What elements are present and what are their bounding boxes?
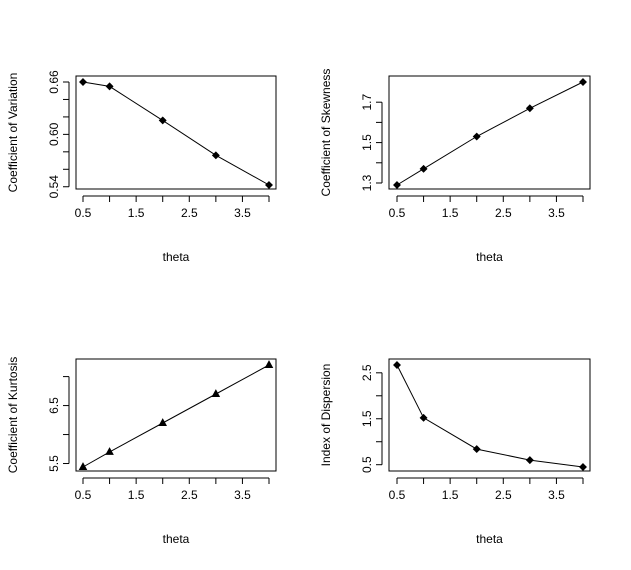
data-point	[211, 151, 220, 160]
x-tick-label: 0.5	[389, 488, 406, 502]
x-tick-label: 0.5	[75, 488, 92, 502]
data-point	[211, 389, 221, 397]
data-point	[579, 78, 587, 86]
plot-frame	[388, 358, 591, 472]
plot-frame	[75, 358, 277, 472]
y-axis-label: Coefficient of Skewness	[319, 69, 333, 197]
x-tick-label: 3.5	[234, 206, 251, 220]
y-tick-label: 0.66	[47, 70, 61, 94]
data-point	[264, 360, 274, 369]
x-tick-label: 2.5	[495, 206, 512, 220]
data-point	[105, 447, 114, 455]
y-tick-label: 0.54	[47, 175, 61, 199]
y-tick-label: 1.5	[360, 410, 374, 427]
plot-frame	[75, 75, 277, 190]
x-tick-label: 0.5	[75, 206, 92, 220]
y-tick-label: 5.5	[47, 455, 61, 472]
x-tick-label: 3.5	[548, 206, 565, 220]
x-tick-label: 0.5	[389, 206, 406, 220]
x-axis-label: theta	[163, 250, 190, 264]
x-tick-label: 2.5	[181, 488, 198, 502]
x-tick-label: 1.5	[442, 488, 459, 502]
data-point	[393, 181, 401, 189]
x-tick-label: 1.5	[128, 488, 145, 502]
chart-panel-4: 0.5 1.5 2.5 3.5 0.5 1.5 2.5 theta Index of Dispe…	[319, 358, 591, 546]
data-point	[525, 104, 534, 113]
y-axis-label: Index of Dispersion	[319, 364, 333, 467]
data-point	[158, 418, 167, 426]
series-line	[82, 81, 270, 186]
x-axis-label: theta	[476, 250, 503, 264]
data-point	[158, 116, 167, 125]
x-tick-label: 2.5	[181, 206, 198, 220]
chart-panel-2: 0.5 1.5 2.5 3.5 1.3 1.5 1.7 theta Coefficient of…	[319, 69, 591, 264]
data-point	[419, 413, 428, 422]
y-tick-label: 1.5	[360, 134, 374, 151]
x-tick-label: 3.5	[234, 488, 251, 502]
x-tick-label: 1.5	[128, 206, 145, 220]
plot-frame	[388, 75, 591, 190]
data-point	[265, 181, 273, 189]
data-point	[79, 78, 87, 86]
y-tick-label: 6.5	[47, 397, 61, 414]
y-tick-label: 1.3	[360, 174, 374, 191]
y-axis-label: Coefficient of Variation	[6, 73, 20, 193]
y-tick-label: 0.60	[47, 122, 61, 146]
x-axis-label: theta	[476, 532, 503, 546]
x-axis-label: theta	[163, 532, 190, 546]
y-tick-label: 2.5	[360, 364, 374, 381]
data-point	[525, 456, 534, 465]
chart-panel-1: 0.5 1.5 2.5 3.5 0.54 0.60 0.66 theta Coefficient…	[6, 70, 277, 264]
x-tick-label: 2.5	[495, 488, 512, 502]
x-tick-label: 1.5	[442, 206, 459, 220]
data-point	[419, 164, 428, 173]
y-tick-label: 0.5	[360, 456, 374, 473]
data-point	[78, 462, 88, 471]
data-point	[105, 82, 114, 91]
data-point	[393, 361, 401, 369]
data-point	[472, 445, 481, 454]
x-tick-label: 3.5	[548, 488, 565, 502]
y-axis-label: Coefficient of Kurtosis	[6, 357, 20, 474]
y-tick-label: 1.7	[360, 94, 374, 111]
data-point	[472, 132, 481, 141]
chart-panel-3: 0.5 1.5 2.5 3.5 5.5 6.5 theta Coefficient of Ku…	[6, 357, 277, 546]
data-point	[579, 463, 587, 471]
